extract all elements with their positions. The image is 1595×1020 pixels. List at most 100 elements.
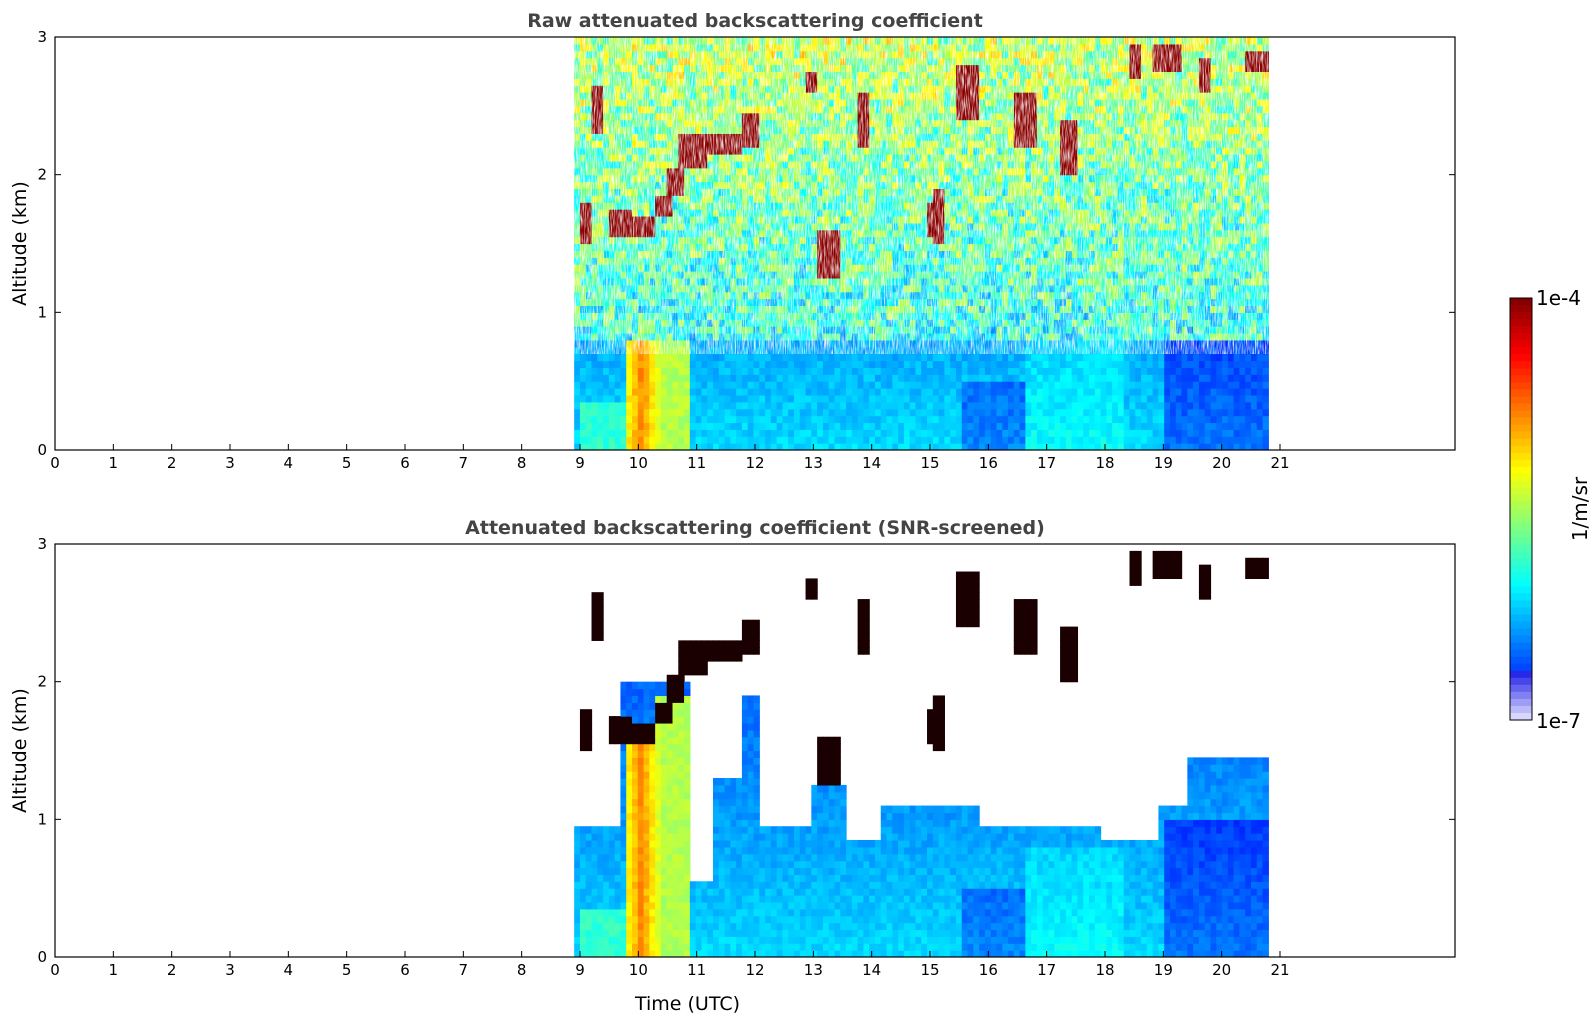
heatmap-cell [793,408,801,417]
heatmap-cell [863,436,870,444]
heatmap-cell [840,401,847,410]
heatmap-cell [643,408,650,417]
heatmap-cell [597,415,604,424]
heatmap-cell [649,367,656,375]
heatmap-cell [938,429,945,437]
heatmap-cell [979,401,986,410]
heatmap-cell [603,401,610,410]
heatmap-cell [741,429,749,437]
heatmap-cell [1048,415,1055,424]
heatmap-cell [805,367,812,375]
heatmap-cell [915,443,922,450]
heatmap-cell [932,388,940,396]
heatmap-cell [869,436,876,444]
heatmap-cell [874,415,882,424]
heatmap-cell [921,443,928,450]
heatmap-cell [1036,381,1044,389]
heatmap-cell [1036,429,1044,437]
heatmap-cell [678,443,685,450]
heatmap-cell [759,415,766,424]
heatmap-cell [979,381,986,389]
heatmap-cell [840,381,847,389]
heatmap-cell [874,381,882,389]
heatmap-cell [909,374,917,382]
heatmap-cell [770,401,778,410]
heatmap-cell [851,360,859,368]
heatmap-cell [1008,422,1015,430]
heatmap-cell [834,408,841,417]
heatmap-cell [678,422,685,430]
heatmap-cell [921,360,928,368]
heatmap-cell [1031,374,1038,382]
heatmap-cell [614,388,622,396]
heatmap-cell [666,415,674,424]
heatmap-cell [678,436,685,444]
heatmap-cell [655,353,662,362]
heatmap-cell [805,374,812,382]
heatmap-cell [684,367,691,375]
heatmap-cell [689,374,697,382]
heatmap-cell [834,388,841,396]
heatmap-cell [938,374,945,382]
heatmap-cell [666,443,674,450]
heatmap-cell [932,436,940,444]
heatmap-cell [927,436,934,444]
heatmap-cell [1025,353,1032,362]
heatmap-cell [1019,415,1026,424]
heatmap-cell [603,443,610,450]
heatmap-cell [932,360,940,368]
heatmap-cell [938,353,945,362]
heatmap-cell [898,367,905,375]
heatmap-cell [614,408,622,417]
heatmap-cell [753,415,760,424]
heatmap-cell [834,381,841,389]
heatmap-cell [672,436,679,444]
heatmap-cell [799,401,807,410]
heatmap-cell [603,374,610,382]
heatmap-cell [608,429,616,437]
heatmap-cell [799,388,807,396]
heatmap-cell [585,394,593,403]
heatmap-cell [614,381,622,389]
heatmap-cell [672,374,679,382]
heatmap-cell [585,443,593,450]
heatmap-cell [765,436,772,444]
heatmap-cell [1048,401,1055,410]
heatmap-cell [730,401,737,410]
heatmap-cell [996,408,1003,417]
heatmap-cell [579,429,587,437]
heatmap-cell [799,443,807,450]
heatmap-cell [944,408,951,417]
heatmap-cell [770,381,778,389]
heatmap-cell [955,381,963,389]
heatmap-cell [944,353,951,362]
heatmap-cell [909,429,917,437]
heatmap-cell [672,388,679,396]
heatmap-cell [626,436,633,444]
heatmap-cell [828,401,836,410]
heatmap-cell [932,381,940,389]
heatmap-cell [892,374,899,382]
heatmap-cell [903,422,911,430]
heatmap-cell [961,401,969,410]
heatmap-cell [834,374,841,382]
heatmap-cell [1042,388,1050,396]
heatmap-cell [990,422,998,430]
heatmap-cell [1025,360,1032,368]
heatmap-cell [944,367,951,375]
heatmap-cell [979,422,986,430]
heatmap-cell [909,360,917,368]
heatmap-cell [747,360,755,368]
heatmap-cell [788,408,795,417]
heatmap-cell [846,415,853,424]
heatmap-cell [822,394,830,403]
heatmap-cell [724,436,731,444]
heatmap-cell [880,374,888,382]
heatmap-cell [782,429,789,437]
heatmap-cell [1013,367,1021,375]
heatmap-cell [857,408,864,417]
heatmap-cell [770,436,778,444]
heatmap-cell [898,422,905,430]
heatmap-cell [591,401,598,410]
heatmap-cell [1048,388,1055,396]
